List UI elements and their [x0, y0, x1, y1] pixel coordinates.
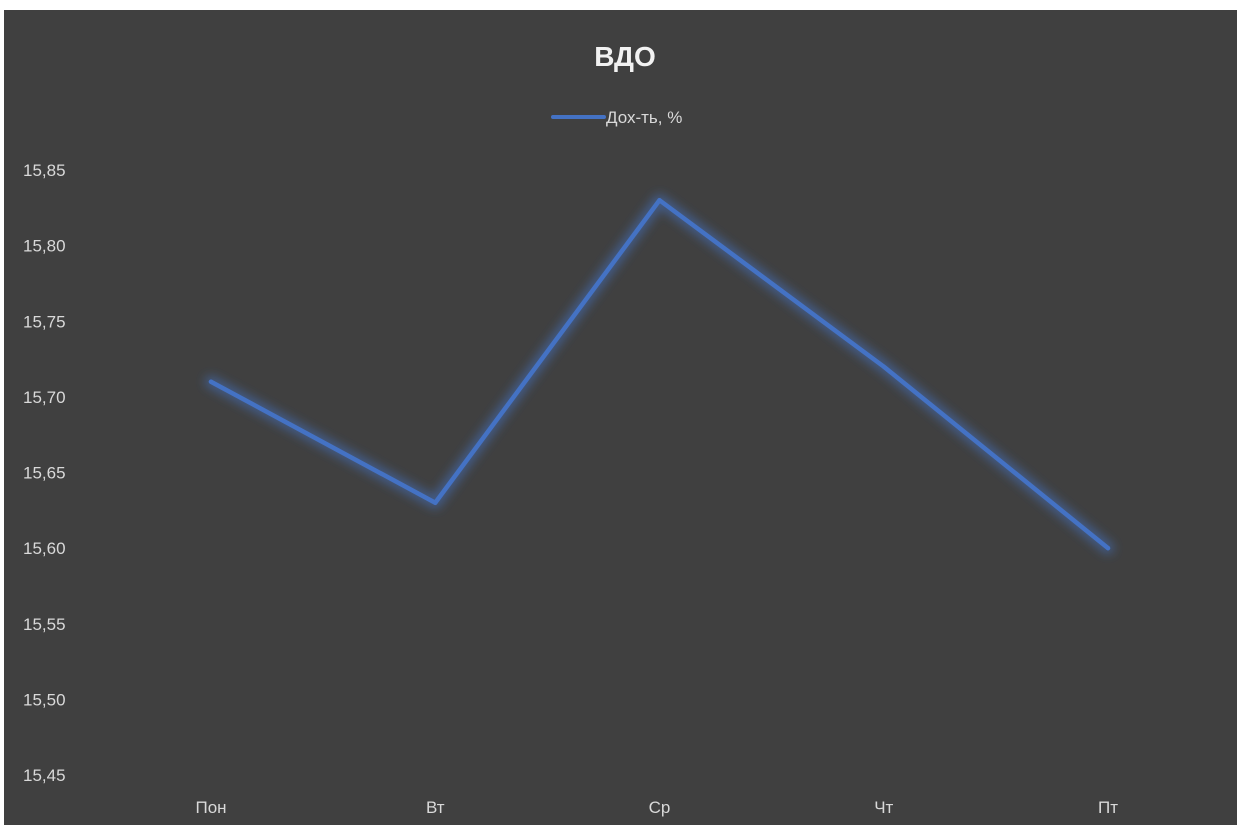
legend-label: Дох-ть, %	[606, 108, 682, 127]
y-axis: 15,45 15,50 15,55 15,60 15,65 15,70 15,75 15,80…	[23, 161, 66, 785]
data-point	[881, 364, 886, 369]
y-tick-label: 15,70	[23, 388, 66, 407]
series-line	[208, 198, 1111, 551]
y-tick-label: 15,85	[23, 161, 66, 180]
chart-title: ВДО	[594, 41, 656, 72]
x-axis: Пон Вт Ср Чт Пт	[195, 798, 1118, 817]
y-tick-label: 15,50	[23, 690, 66, 709]
data-point	[1105, 545, 1111, 551]
plot-area	[205, 194, 1114, 555]
x-tick-label: Чт	[874, 798, 893, 817]
y-tick-label: 15,55	[23, 615, 66, 634]
x-tick-label: Пон	[195, 798, 226, 817]
series-line-glow	[205, 194, 1114, 555]
data-point	[433, 500, 438, 505]
x-tick-label: Ср	[649, 798, 671, 817]
data-point	[208, 379, 214, 384]
y-tick-label: 15,65	[23, 464, 66, 483]
y-tick-label: 15,45	[23, 766, 66, 785]
y-tick-label: 15,75	[23, 312, 66, 331]
y-tick-label: 15,60	[23, 539, 66, 558]
y-tick-label: 15,80	[23, 237, 66, 256]
data-point	[657, 198, 662, 203]
chart-area	[4, 10, 1237, 825]
x-tick-label: Пт	[1098, 798, 1118, 817]
legend: Дох-ть, %	[551, 108, 682, 127]
x-tick-label: Вт	[426, 798, 445, 817]
